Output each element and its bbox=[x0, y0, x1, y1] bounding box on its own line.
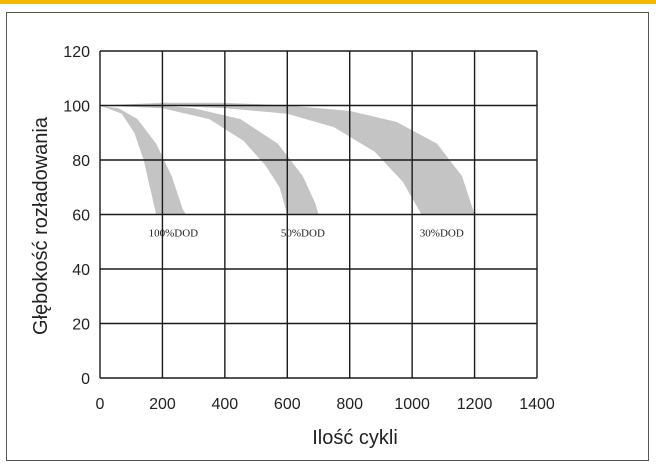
y-tick-label-0: 0 bbox=[81, 371, 90, 388]
x-tick-label-1: 200 bbox=[149, 396, 176, 413]
x-tick-label-2: 400 bbox=[212, 396, 239, 413]
y-tick-label-1: 20 bbox=[72, 317, 90, 334]
x-axis-title: Ilość cykli bbox=[312, 427, 398, 449]
x-tick-label-0: 0 bbox=[96, 396, 105, 413]
x-tick-label-3: 600 bbox=[274, 396, 301, 413]
x-tick-label-5: 1000 bbox=[394, 396, 430, 413]
chart-frame bbox=[6, 12, 649, 461]
accent-top-bar bbox=[0, 0, 656, 4]
annotation-3: 30%DOD bbox=[420, 227, 464, 239]
grid-lines bbox=[99, 50, 538, 379]
series-band-3 bbox=[100, 102, 475, 215]
series-band-1 bbox=[100, 105, 186, 215]
y-tick-label-4: 80 bbox=[72, 153, 90, 170]
y-axis-title: Głębokość rozładowania bbox=[30, 116, 52, 335]
x-tick-label-4: 800 bbox=[336, 396, 363, 413]
y-tick-label-2: 40 bbox=[72, 262, 90, 279]
annotation-2: 50%DOD bbox=[281, 227, 325, 239]
y-tick-label-6: 120 bbox=[63, 44, 90, 61]
y-tick-labels: 0 20 40 60 80 100 120 bbox=[63, 44, 90, 388]
x-tick-labels: 0 200 400 600 800 1000 1200 1400 bbox=[96, 396, 555, 413]
x-tick-label-7: 1400 bbox=[519, 396, 555, 413]
y-tick-label-5: 100 bbox=[63, 99, 90, 116]
x-tick-label-6: 1200 bbox=[457, 396, 493, 413]
series-annotations: 100%DOD 50%DOD 30%DOD bbox=[149, 227, 464, 239]
annotation-1: 100%DOD bbox=[149, 227, 199, 239]
y-tick-label-3: 60 bbox=[72, 208, 90, 225]
